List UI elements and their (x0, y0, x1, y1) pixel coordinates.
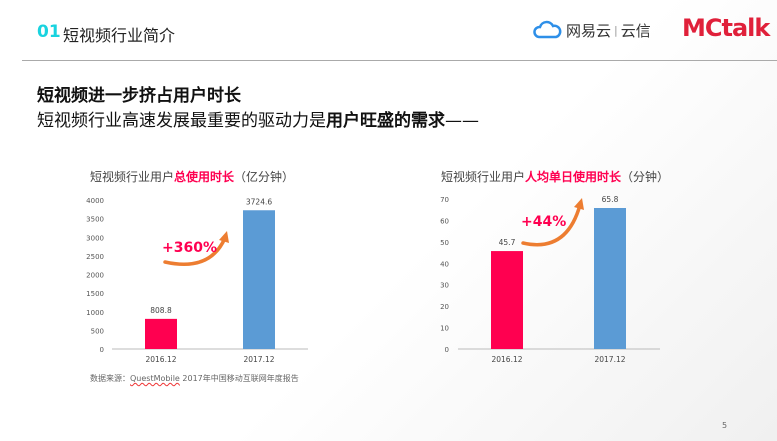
title-prefix: 短视频行业用户 (441, 170, 526, 184)
title-suffix: （分钟） (621, 170, 670, 184)
y-tick-label: 3500 (86, 216, 104, 224)
y-tick-label: 0 (445, 346, 449, 354)
y-tick-label: 60 (440, 217, 449, 225)
source-prefix: 数据来源： (90, 374, 130, 383)
y-tick-label: 20 (440, 303, 449, 311)
y-tick-label: 1000 (86, 309, 104, 317)
y-tick-label: 4000 (86, 197, 104, 205)
x-tick-label: 2016.12 (491, 355, 522, 364)
growth-arrow (521, 203, 582, 247)
arrow-head-icon (219, 231, 229, 243)
growth-annotation: +360% (162, 240, 217, 256)
bar-2017.12 (243, 210, 275, 349)
data-label: 45.7 (499, 238, 516, 247)
bar-2017.12 (594, 208, 626, 349)
cloud-icon (533, 20, 562, 39)
chart2-title: 短视频行业用户人均单日使用时长（分钟） (441, 168, 669, 185)
y-tick-label: 10 (440, 325, 449, 333)
y-tick-label: 2000 (86, 272, 104, 280)
y-tick-label: 3000 (86, 234, 104, 242)
data-label: 808.8 (150, 306, 172, 315)
header-divider (22, 60, 777, 61)
subheadline: 短视频行业高速发展最重要的驱动力是用户旺盛的需求—— (37, 106, 479, 131)
x-tick-label: 2017.12 (594, 355, 625, 364)
subline-text: 短视频行业高速发展最重要的驱动力是 (37, 111, 326, 131)
x-tick-label: 2017.12 (243, 355, 274, 364)
y-tick-label: 500 (91, 327, 104, 335)
subline-dash: —— (445, 111, 479, 131)
netease-yunxin-logo: 网易云 | 云信 (533, 19, 651, 41)
arrow-head-icon (574, 198, 584, 210)
bar-2016.12 (145, 318, 177, 349)
title-prefix: 短视频行业用户 (90, 170, 175, 184)
y-tick-label: 1500 (86, 290, 104, 298)
source-suffix: 2017年中国移动互联网年度报告 (179, 374, 299, 383)
data-label: 3724.6 (246, 197, 272, 206)
y-tick-label: 50 (440, 239, 449, 247)
growth-arrow (163, 236, 227, 267)
y-tick-label: 40 (440, 260, 449, 268)
data-label: 65.8 (602, 195, 619, 204)
title-highlight: 总使用时长 (174, 170, 235, 184)
y-tick-label: 70 (440, 196, 449, 204)
mctalk-logo: MCtalk (682, 14, 770, 42)
page-number: 5 (722, 421, 728, 430)
section-number: 01 (37, 22, 61, 42)
x-tick-label: 2016.12 (145, 355, 176, 364)
headline: 短视频进一步挤占用户时长 (37, 86, 241, 106)
section-title: 短视频行业简介 (63, 26, 176, 45)
logo-text: 网易云 (566, 21, 612, 40)
title-highlight: 人均单日使用时长 (525, 170, 622, 184)
data-source: 数据来源：QuestMobile 2017年中国移动互联网年度报告 (90, 373, 299, 384)
title-suffix: （亿分钟） (234, 170, 295, 184)
subline-emphasis: 用户旺盛的需求 (326, 111, 445, 131)
growth-annotation: +44% (521, 214, 566, 230)
source-brand: QuestMobile (130, 374, 180, 383)
y-tick-label: 30 (440, 282, 449, 290)
chart1-title: 短视频行业用户总使用时长（亿分钟） (90, 168, 294, 185)
y-tick-label: 0 (100, 346, 104, 354)
bar-2016.12 (491, 251, 523, 349)
y-tick-label: 2500 (86, 253, 104, 261)
logo-separator: | (614, 23, 618, 37)
logo-text-2: 云信 (620, 21, 651, 40)
